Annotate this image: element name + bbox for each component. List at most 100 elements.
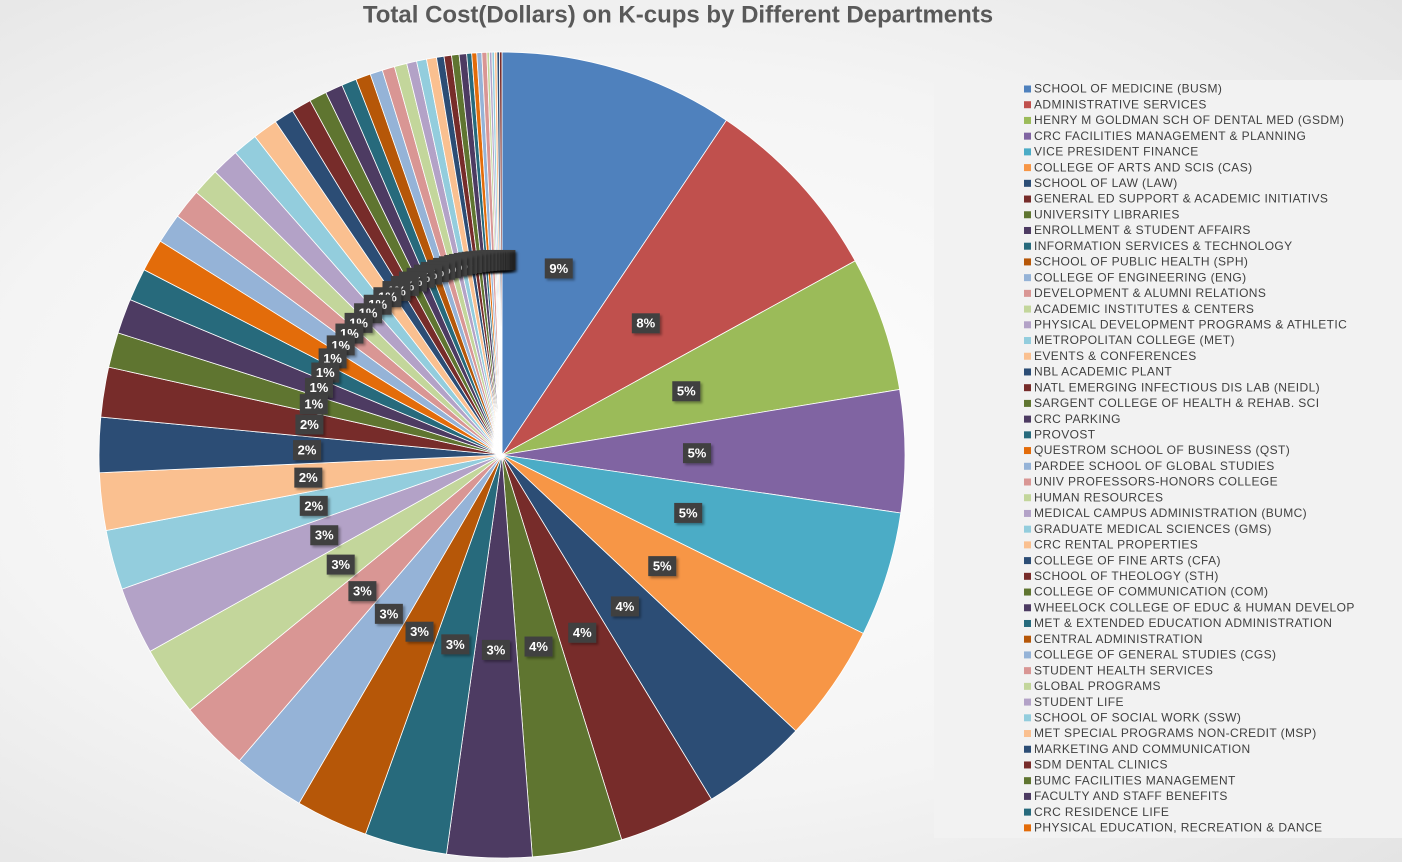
legend-label: SCHOOL OF LAW (LAW): [1034, 176, 1178, 190]
legend-label: ADMINISTRATIVE SERVICES: [1034, 97, 1207, 111]
legend-label: MEDICAL CAMPUS ADMINISTRATION (BUMC): [1034, 506, 1307, 520]
legend-label: HENRY M GOLDMAN SCH OF DENTAL MED (GSDM): [1034, 113, 1344, 127]
data-label-box: [674, 502, 703, 523]
data-label: 3%: [348, 581, 377, 602]
legend-label: QUESTROM SCHOOL OF BUSINESS (QST): [1034, 443, 1290, 457]
legend-swatch: [1024, 777, 1031, 785]
legend-swatch: [1024, 824, 1031, 832]
legend-label: SCHOOL OF SOCIAL WORK (SSW): [1034, 710, 1241, 724]
legend-swatch: [1024, 698, 1031, 706]
legend-swatch: [1024, 714, 1031, 722]
legend-label: CRC RESIDENCE LIFE: [1034, 805, 1169, 819]
data-label: 1%: [304, 377, 333, 398]
data-label-text: 9%: [549, 261, 568, 276]
legend-label: ACADEMIC INSTITUTES & CENTERS: [1034, 302, 1254, 316]
legend-label: SARGENT COLLEGE OF HEALTH & REHAB. SCI: [1034, 396, 1320, 410]
legend-label: GRADUATE MEDICAL SCIENCES (GMS): [1034, 522, 1272, 536]
legend-swatch: [1024, 305, 1031, 313]
legend-label: PROVOST: [1034, 428, 1096, 442]
data-label-text: 2%: [304, 498, 323, 513]
data-label-box: [672, 381, 701, 402]
legend-label: EVENTS & CONFERENCES: [1034, 349, 1197, 363]
legend-swatch: [1024, 116, 1031, 124]
data-label-text: 1%: [310, 380, 329, 395]
legend-swatch: [1024, 415, 1031, 423]
legend-label: WHEELOCK COLLEGE OF EDUC & HUMAN DEVELOP: [1034, 600, 1355, 614]
legend-label: FACULTY AND STAFF BENEFITS: [1034, 789, 1228, 803]
legend-swatch: [1024, 399, 1031, 407]
data-label: 3%: [481, 639, 510, 660]
data-label-text: 4%: [615, 599, 634, 614]
legend-label: CRC FACILITIES MANAGEMENT & PLANNING: [1034, 129, 1306, 143]
legend-swatch: [1024, 242, 1031, 250]
legend-swatch: [1024, 494, 1031, 502]
data-label: 1%: [311, 362, 340, 383]
data-label: 3%: [405, 621, 434, 642]
data-label-box: [304, 377, 333, 398]
legend-label: METROPOLITAN COLLEGE (MET): [1034, 333, 1235, 347]
legend-swatch: [1024, 195, 1031, 203]
data-label: 5%: [672, 381, 701, 402]
legend-swatch: [1024, 132, 1031, 140]
data-label-box: [299, 394, 328, 415]
data-label-box: [544, 258, 573, 279]
legend-label: INFORMATION SERVICES & TECHNOLOGY: [1034, 239, 1293, 253]
pie-slice: [501, 260, 901, 456]
pie: [98, 51, 906, 859]
data-label-box: [405, 621, 434, 642]
legend-swatch: [1024, 337, 1031, 345]
data-label-text: 3%: [331, 557, 350, 572]
legend-label: COLLEGE OF GENERAL STUDIES (CGS): [1034, 648, 1276, 662]
legend-swatch: [1024, 274, 1031, 282]
legend-swatch: [1024, 808, 1031, 816]
pie-slice: [501, 51, 727, 457]
data-label: 5%: [674, 502, 703, 523]
data-label-box: [648, 556, 677, 577]
legend-swatch: [1024, 604, 1031, 612]
data-label-text: 2%: [298, 443, 317, 458]
legend-label: VICE PRESIDENT FINANCE: [1034, 145, 1199, 159]
data-label: 1%: [299, 394, 328, 415]
legend-label: UNIV PROFESSORS-HONORS COLLEGE: [1034, 475, 1278, 489]
data-label: 4%: [568, 622, 597, 643]
data-label: 4%: [524, 636, 553, 657]
legend-label: PHYSICAL DEVELOPMENT PROGRAMS & ATHLETIC: [1034, 317, 1347, 331]
data-label-box: [441, 634, 470, 655]
data-label: 3%: [374, 603, 403, 624]
legend-label: SDM DENTAL CLINICS: [1034, 758, 1168, 772]
data-label-box: [299, 495, 328, 516]
legend-swatch: [1024, 651, 1031, 659]
data-label: 5%: [682, 443, 711, 464]
legend-label: GENERAL ED SUPPORT & ACADEMIC INITIATIVS: [1034, 192, 1328, 206]
data-label: 4%: [610, 596, 639, 617]
legend-swatch: [1024, 478, 1031, 486]
legend-label: NBL ACADEMIC PLANT: [1034, 365, 1172, 379]
legend-swatch: [1024, 619, 1031, 627]
data-label-box: [311, 362, 340, 383]
data-label-text: 3%: [446, 637, 465, 652]
data-label-box: [295, 414, 324, 435]
legend-swatch: [1024, 321, 1031, 329]
data-label: 2%: [294, 467, 323, 488]
data-label-text: 4%: [573, 625, 592, 640]
legend-label: PHYSICAL EDUCATION, RECREATION & DANCE: [1034, 821, 1322, 835]
data-label-text: 5%: [653, 559, 672, 574]
data-label-box: [610, 596, 639, 617]
legend-label: SCHOOL OF PUBLIC HEALTH (SPH): [1034, 255, 1248, 269]
data-label-box: [374, 603, 403, 624]
data-label-text: 3%: [315, 528, 334, 543]
legend-label: CENTRAL ADMINISTRATION: [1034, 632, 1203, 646]
legend-swatch: [1024, 462, 1031, 470]
legend-label: BUMC FACILITIES MANAGEMENT: [1034, 773, 1236, 787]
pie-slice: [501, 119, 856, 456]
data-label-text: 3%: [410, 624, 429, 639]
legend-label: STUDENT LIFE: [1034, 695, 1124, 709]
data-label: 8%: [631, 313, 660, 334]
data-label-text: 4%: [529, 639, 548, 654]
data-label-text: 1%: [316, 365, 335, 380]
data-label-box: [294, 467, 323, 488]
data-label-text: 5%: [679, 505, 698, 520]
data-label-text: 3%: [486, 642, 505, 657]
chart-title: Total Cost(Dollars) on K-cups by Differe…: [363, 1, 993, 28]
data-label: 2%: [299, 495, 328, 516]
